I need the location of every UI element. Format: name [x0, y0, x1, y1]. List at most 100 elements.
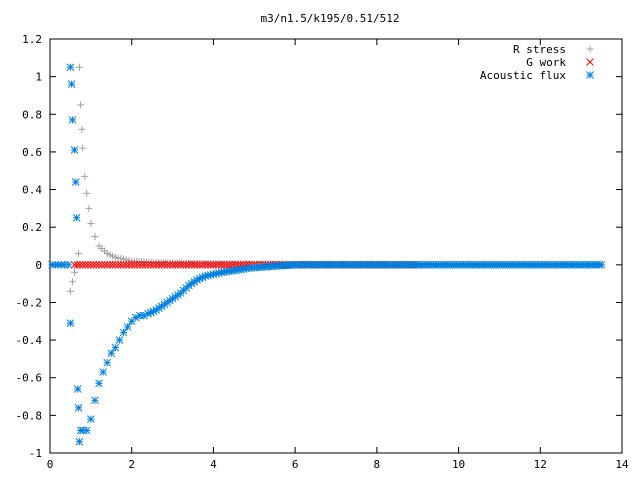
g-work-point [185, 260, 193, 269]
g-work-point [130, 260, 139, 269]
r-stress-point [85, 204, 93, 212]
y-tick-label: 0.2 [22, 221, 42, 234]
acoustic-flux-point [67, 80, 76, 89]
acoustic-flux-point [72, 213, 81, 222]
g-work-point [149, 260, 158, 269]
g-work-point [103, 260, 112, 269]
g-work-point [111, 260, 120, 269]
acoustic-flux-point [66, 319, 75, 328]
y-tick-label: 1 [35, 71, 42, 84]
legend-label-g-work: G work [526, 56, 566, 69]
g-work-point [138, 260, 147, 269]
legend-marker-g-work [586, 58, 594, 66]
g-work-point [223, 260, 231, 269]
g-work-point [133, 260, 142, 269]
r-stress-point [68, 278, 76, 286]
g-work-point [195, 260, 204, 269]
r-stress-point [81, 172, 89, 180]
y-tick-label: 0 [35, 259, 42, 272]
g-work-point [182, 260, 191, 269]
acoustic-flux-point [95, 379, 103, 388]
r-stress-point [79, 144, 87, 152]
g-work-point [168, 260, 177, 269]
g-work-point [187, 260, 196, 269]
r-stress-point [75, 63, 83, 71]
y-tick-label: -0.2 [16, 296, 43, 309]
acoustic-flux-point [115, 336, 124, 344]
g-work-point [215, 260, 223, 269]
x-tick-label: 0 [47, 458, 54, 471]
g-work-point [209, 260, 218, 269]
legend-marker-r-stress [586, 45, 594, 53]
x-tick-label: 8 [374, 458, 381, 471]
acoustic-flux-point [68, 116, 77, 124]
g-work-point [174, 260, 182, 269]
g-work-point [204, 260, 212, 269]
g-work-point [217, 260, 226, 269]
r-stress-point [83, 189, 91, 197]
acoustic-flux-point [597, 260, 606, 269]
acoustic-flux-point [82, 426, 91, 435]
g-work-point [144, 260, 152, 269]
g-work-point [73, 260, 82, 269]
acoustic-flux-point [107, 349, 116, 358]
acoustic-flux-point [123, 323, 132, 331]
r-stress-point [77, 101, 85, 109]
series-2 [48, 63, 606, 446]
acoustic-flux-point [75, 437, 84, 446]
g-work-point [206, 260, 215, 269]
g-work-point [127, 260, 136, 269]
x-tick-label: 2 [128, 458, 135, 471]
acoustic-flux-point [64, 260, 73, 269]
chart-title: m3/n1.5/k195/0.51/512 [260, 12, 399, 25]
g-work-point [81, 260, 90, 269]
y-tick-label: -0.8 [16, 409, 43, 422]
legend-label-r-stress: R stress [513, 43, 566, 56]
y-tick-label: 1.2 [22, 33, 42, 46]
g-work-point [220, 260, 229, 269]
acoustic-flux-point [87, 415, 95, 423]
acoustic-flux-point [91, 396, 99, 405]
x-tick-label: 12 [534, 458, 547, 471]
g-work-point [201, 260, 210, 269]
g-work-point [114, 260, 122, 269]
g-work-point [146, 260, 155, 269]
g-work-point [97, 260, 106, 269]
g-work-point [108, 260, 117, 269]
g-work-point [70, 260, 79, 269]
g-work-point [84, 260, 92, 269]
x-tick-label: 10 [452, 458, 465, 471]
g-work-point [160, 260, 169, 269]
r-stress-point [78, 125, 86, 133]
g-work-point [179, 260, 188, 269]
y-tick-label: -0.4 [16, 334, 43, 347]
acoustic-flux-point [70, 146, 79, 154]
g-work-point [136, 260, 144, 269]
g-work-point [228, 260, 237, 269]
acoustic-flux-point [103, 358, 112, 367]
g-work-point [193, 260, 201, 269]
g-work-point [100, 260, 109, 269]
legend-marker-acoustic-flux [586, 71, 594, 79]
r-stress-point [87, 219, 95, 227]
g-work-point [165, 260, 174, 269]
acoustic-flux-point [119, 328, 128, 337]
x-tick-label: 6 [292, 458, 299, 471]
y-tick-label: 0.8 [22, 108, 42, 121]
g-work-point [176, 260, 185, 269]
y-tick-label: 0.4 [22, 184, 42, 197]
g-work-point [163, 260, 171, 269]
x-tick-label: 4 [210, 458, 217, 471]
g-work-point [171, 260, 180, 269]
g-work-point [141, 260, 150, 269]
g-work-point [116, 260, 125, 269]
r-stress-point [91, 233, 99, 241]
g-work-point [152, 260, 161, 269]
g-work-point [78, 260, 87, 269]
g-work-point [95, 260, 103, 269]
g-work-point [119, 260, 128, 269]
g-work-point [225, 260, 234, 269]
g-work-point [106, 260, 114, 269]
